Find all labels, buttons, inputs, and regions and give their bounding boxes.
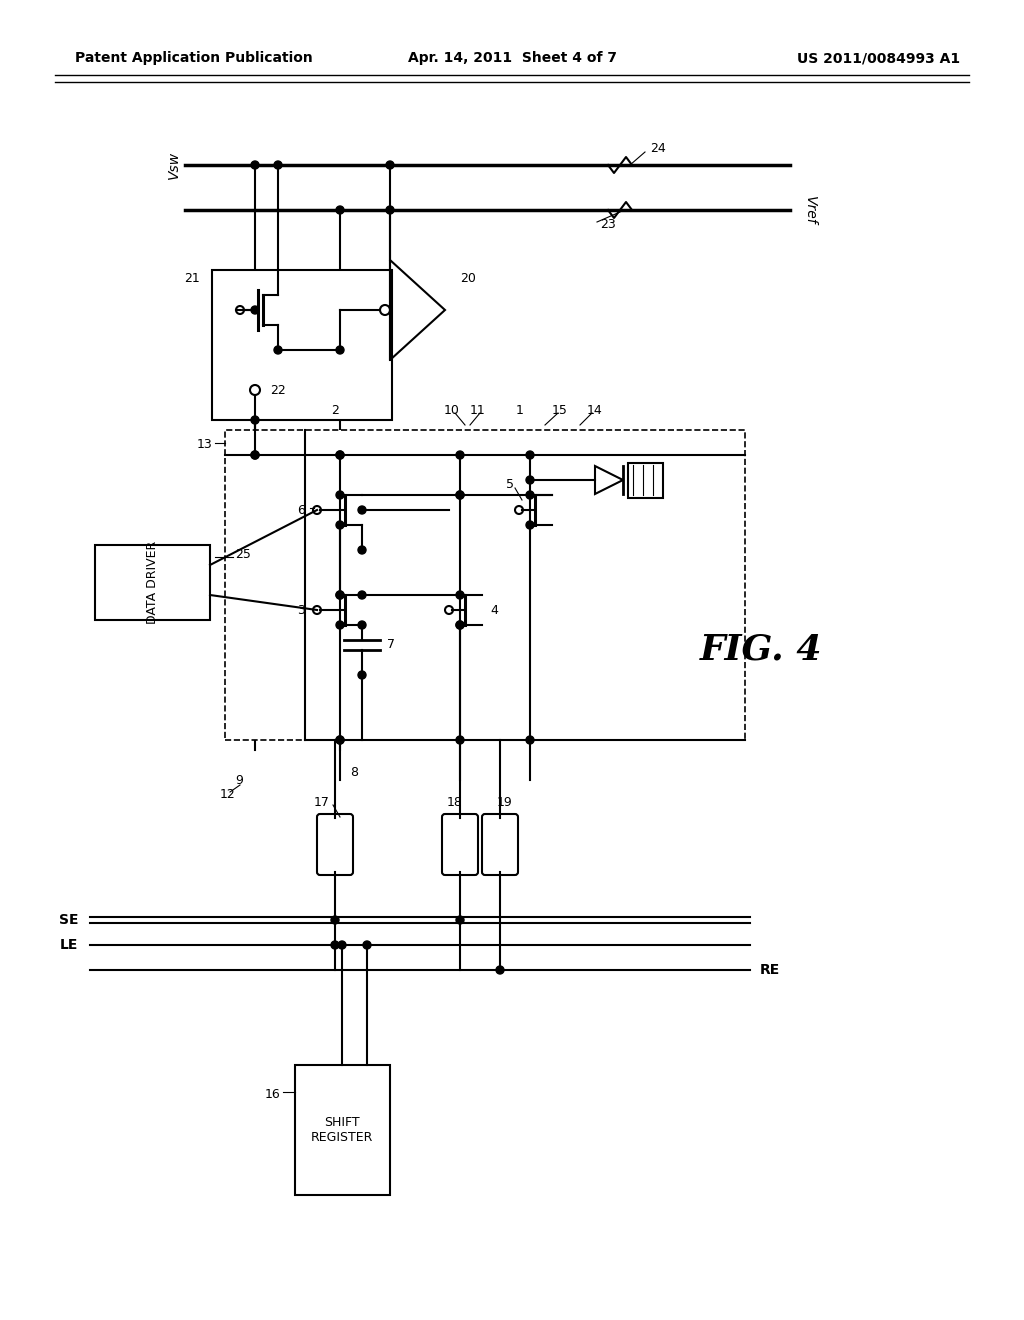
- Circle shape: [336, 620, 344, 630]
- Circle shape: [526, 737, 534, 744]
- Circle shape: [456, 451, 464, 459]
- Text: 17: 17: [314, 796, 330, 809]
- Text: 25: 25: [234, 549, 251, 561]
- Circle shape: [526, 491, 534, 499]
- Circle shape: [526, 451, 534, 459]
- Text: 2: 2: [331, 404, 339, 417]
- Text: 11: 11: [470, 404, 485, 417]
- FancyBboxPatch shape: [317, 814, 353, 875]
- Circle shape: [336, 737, 344, 744]
- FancyBboxPatch shape: [442, 814, 478, 875]
- Circle shape: [336, 591, 344, 599]
- Text: 4: 4: [490, 603, 498, 616]
- Text: 10: 10: [444, 404, 460, 417]
- Circle shape: [456, 491, 464, 499]
- Circle shape: [526, 521, 534, 529]
- Circle shape: [358, 591, 366, 599]
- FancyBboxPatch shape: [482, 814, 518, 875]
- Circle shape: [336, 491, 344, 499]
- Text: 14: 14: [587, 404, 603, 417]
- Text: SE: SE: [58, 913, 78, 927]
- Circle shape: [251, 451, 259, 459]
- Circle shape: [386, 161, 394, 169]
- Circle shape: [456, 916, 464, 924]
- Text: RE: RE: [760, 964, 780, 977]
- Circle shape: [336, 451, 344, 459]
- Text: FIG. 4: FIG. 4: [700, 634, 822, 667]
- Text: 8: 8: [350, 767, 358, 780]
- Circle shape: [358, 506, 366, 513]
- Text: SHIFT
REGISTER: SHIFT REGISTER: [311, 1115, 373, 1144]
- Bar: [225, 430, 745, 741]
- Bar: [95, 545, 210, 620]
- Text: Patent Application Publication: Patent Application Publication: [75, 51, 312, 65]
- Circle shape: [386, 206, 394, 214]
- Text: 1: 1: [516, 404, 524, 417]
- Bar: [212, 271, 392, 420]
- Text: 13: 13: [197, 438, 212, 451]
- Circle shape: [331, 916, 339, 924]
- Text: 24: 24: [650, 141, 666, 154]
- Text: 16: 16: [264, 1089, 280, 1101]
- Text: Vsw: Vsw: [167, 150, 181, 180]
- Text: 12: 12: [220, 788, 236, 801]
- Circle shape: [336, 737, 344, 744]
- Text: 20: 20: [460, 272, 476, 285]
- Circle shape: [456, 620, 464, 630]
- Text: 22: 22: [270, 384, 286, 396]
- Circle shape: [358, 546, 366, 554]
- Circle shape: [251, 306, 259, 314]
- Circle shape: [251, 451, 259, 459]
- Text: 7: 7: [387, 639, 395, 652]
- Circle shape: [338, 941, 346, 949]
- Text: 5: 5: [506, 479, 514, 491]
- Circle shape: [336, 346, 344, 354]
- Text: LE: LE: [59, 939, 78, 952]
- Text: 18: 18: [447, 796, 463, 809]
- Text: 3: 3: [297, 603, 305, 616]
- Bar: [295, 1065, 390, 1195]
- Text: 15: 15: [552, 404, 568, 417]
- Circle shape: [496, 966, 504, 974]
- Circle shape: [362, 941, 371, 949]
- Text: 19: 19: [497, 796, 513, 809]
- Text: 23: 23: [600, 219, 615, 231]
- Circle shape: [336, 451, 344, 459]
- Circle shape: [251, 416, 259, 424]
- Text: 6: 6: [297, 503, 305, 516]
- Text: US 2011/0084993 A1: US 2011/0084993 A1: [797, 51, 961, 65]
- Circle shape: [456, 737, 464, 744]
- Text: Vref: Vref: [803, 195, 817, 224]
- Circle shape: [526, 477, 534, 484]
- Circle shape: [336, 521, 344, 529]
- Text: DATA DRIVER: DATA DRIVER: [145, 540, 159, 623]
- Circle shape: [336, 206, 344, 214]
- Circle shape: [274, 346, 282, 354]
- Circle shape: [331, 941, 339, 949]
- Circle shape: [456, 591, 464, 599]
- Circle shape: [456, 620, 464, 630]
- Text: Apr. 14, 2011  Sheet 4 of 7: Apr. 14, 2011 Sheet 4 of 7: [408, 51, 616, 65]
- Circle shape: [456, 491, 464, 499]
- Circle shape: [358, 671, 366, 678]
- Circle shape: [336, 591, 344, 599]
- Text: 9: 9: [234, 774, 243, 787]
- Circle shape: [251, 161, 259, 169]
- Text: 21: 21: [184, 272, 200, 285]
- Circle shape: [274, 161, 282, 169]
- Circle shape: [358, 620, 366, 630]
- Bar: [628, 463, 663, 498]
